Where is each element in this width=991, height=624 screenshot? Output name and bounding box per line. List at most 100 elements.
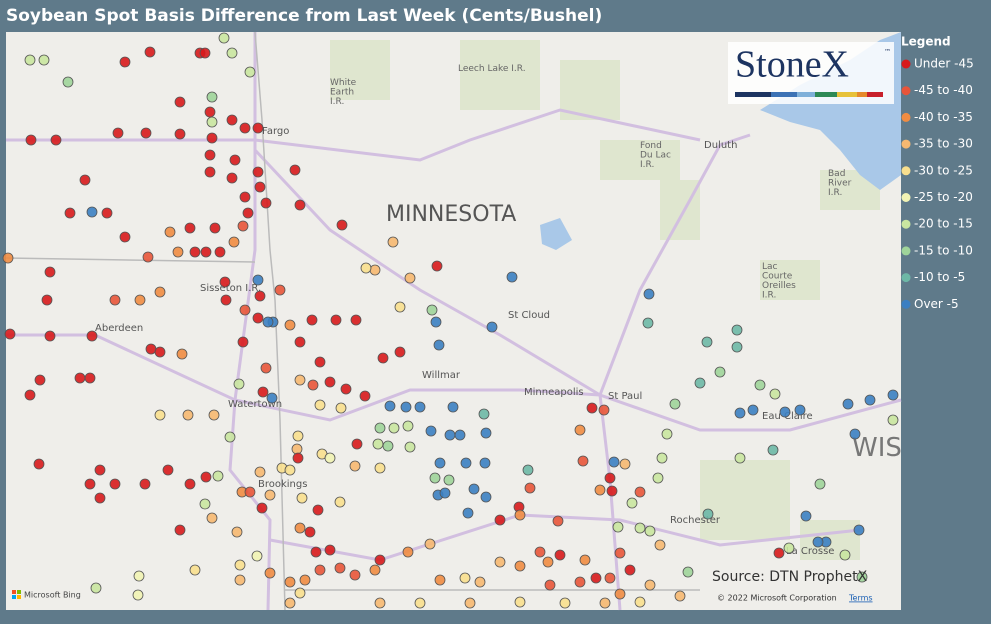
place-label-line: Du Lac bbox=[640, 150, 671, 160]
basis-dot bbox=[606, 485, 618, 497]
basis-dot bbox=[544, 579, 556, 591]
basis-dot bbox=[767, 444, 779, 456]
basis-dot bbox=[139, 478, 151, 490]
legend-swatch bbox=[901, 219, 911, 229]
place-label: Willmar bbox=[422, 370, 461, 381]
place-label-line: Leech Lake I.R. bbox=[458, 64, 526, 74]
basis-dot bbox=[314, 564, 326, 576]
basis-dot bbox=[734, 452, 746, 464]
place-label-line: White bbox=[330, 78, 357, 88]
basis-dot bbox=[44, 330, 56, 342]
basis-dot bbox=[414, 401, 426, 413]
basis-dot bbox=[334, 496, 346, 508]
basis-dot bbox=[619, 458, 631, 470]
basis-dot bbox=[324, 376, 336, 388]
basis-dot bbox=[284, 576, 296, 588]
basis-dot bbox=[206, 512, 218, 524]
basis-dot bbox=[384, 400, 396, 412]
legend-label: -40 to -35 bbox=[914, 110, 973, 124]
basis-dot bbox=[292, 430, 304, 442]
basis-dot bbox=[626, 497, 638, 509]
basis-dot bbox=[184, 478, 196, 490]
basis-dot bbox=[144, 46, 156, 58]
basis-dot bbox=[34, 374, 46, 386]
basis-dot bbox=[773, 547, 785, 559]
basis-dot bbox=[864, 394, 876, 406]
basis-dot bbox=[324, 544, 336, 556]
terms-link[interactable]: Terms bbox=[848, 594, 873, 603]
basis-dot bbox=[887, 414, 899, 426]
basis-dot bbox=[289, 164, 301, 176]
basis-dot bbox=[24, 389, 36, 401]
basis-dot bbox=[256, 502, 268, 514]
basis-dot bbox=[254, 290, 266, 302]
basis-dot bbox=[369, 264, 381, 276]
basis-dot bbox=[887, 389, 899, 401]
basis-dot bbox=[614, 588, 626, 600]
basis-dot bbox=[494, 514, 506, 526]
basis-dot bbox=[44, 266, 56, 278]
basis-dot bbox=[424, 538, 436, 550]
basis-dot bbox=[794, 404, 806, 416]
place-label-line: La Crosse bbox=[786, 546, 834, 557]
basis-dot bbox=[25, 134, 37, 146]
basis-dot bbox=[388, 422, 400, 434]
basis-dot bbox=[734, 407, 746, 419]
basis-dot bbox=[252, 312, 264, 324]
place-label: Fargo bbox=[262, 126, 289, 137]
legend-swatch bbox=[901, 139, 911, 149]
legend-label: -25 to -20 bbox=[914, 190, 973, 204]
basis-dot bbox=[233, 378, 245, 390]
basis-dot bbox=[260, 197, 272, 209]
basis-dot bbox=[598, 404, 610, 416]
basis-dot bbox=[522, 464, 534, 476]
place-label-line: I.R. bbox=[640, 159, 654, 169]
place-label-line: St Paul bbox=[608, 391, 642, 402]
basis-dot bbox=[24, 54, 36, 66]
basis-dot bbox=[174, 524, 186, 536]
basis-dot bbox=[434, 574, 446, 586]
basis-dot bbox=[4, 328, 16, 340]
legend-label: -45 to -40 bbox=[914, 83, 973, 97]
legend-swatch bbox=[901, 166, 911, 176]
basis-dot bbox=[239, 191, 251, 203]
basis-dot bbox=[644, 579, 656, 591]
basis-dot bbox=[425, 425, 437, 437]
basis-dot bbox=[33, 458, 45, 470]
basis-dot bbox=[454, 429, 466, 441]
basis-dot bbox=[252, 122, 264, 134]
basis-dot bbox=[594, 484, 606, 496]
basis-dot bbox=[294, 522, 306, 534]
basis-dot bbox=[41, 294, 53, 306]
basis-dot bbox=[119, 56, 131, 68]
basis-dot bbox=[189, 246, 201, 258]
basis-dot bbox=[468, 483, 480, 495]
place-label: Sisseton I.R. bbox=[200, 283, 261, 294]
basis-dot bbox=[189, 564, 201, 576]
basis-dot bbox=[444, 429, 456, 441]
basis-dot bbox=[783, 542, 795, 554]
basis-dot bbox=[140, 127, 152, 139]
copyright: © 2022 Microsoft Corporation bbox=[717, 594, 837, 603]
basis-dot bbox=[480, 491, 492, 503]
basis-dot bbox=[559, 597, 571, 609]
legend-label: -10 to -5 bbox=[914, 270, 965, 284]
basis-dot bbox=[299, 574, 311, 586]
place-label-line: Minneapolis bbox=[524, 387, 584, 398]
basis-dot bbox=[731, 341, 743, 353]
basis-dot bbox=[731, 324, 743, 336]
basis-dot bbox=[145, 343, 157, 355]
basis-dot bbox=[586, 402, 598, 414]
place-label-line: Fargo bbox=[262, 126, 289, 137]
basis-dot bbox=[304, 526, 316, 538]
legend-swatch bbox=[901, 299, 911, 309]
place-label-line: WIS bbox=[852, 433, 902, 463]
place-label: St Paul bbox=[608, 391, 642, 402]
basis-dot bbox=[480, 427, 492, 439]
basis-dot bbox=[443, 474, 455, 486]
basis-dot bbox=[172, 246, 184, 258]
basis-dot bbox=[314, 356, 326, 368]
source: Source: DTN ProphetX bbox=[712, 569, 868, 585]
basis-dot bbox=[294, 336, 306, 348]
basis-dot bbox=[251, 550, 263, 562]
